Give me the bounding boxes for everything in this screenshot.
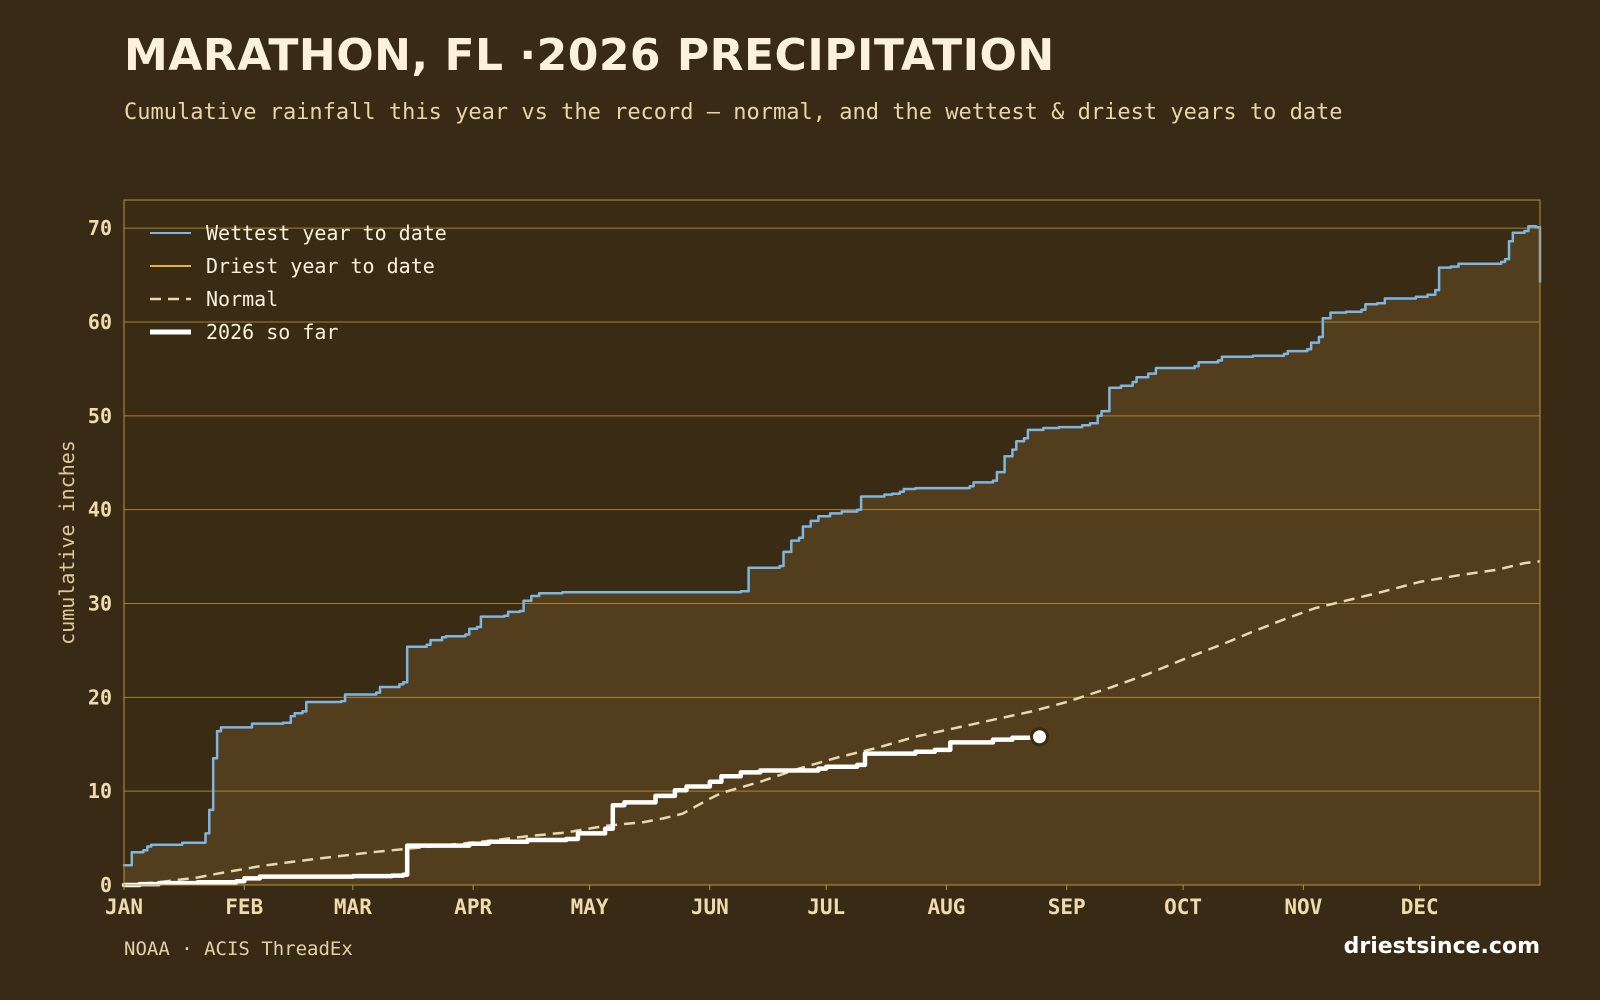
x-tick-label-sep: SEP: [1048, 895, 1086, 919]
x-tick-label-apr: APR: [454, 895, 492, 919]
y-axis-label: cumulative inches: [55, 440, 79, 645]
x-tick-label-feb: FEB: [225, 895, 263, 919]
y-tick-label-10: 10: [88, 779, 112, 803]
x-tick-label-aug: AUG: [927, 895, 965, 919]
wettest-year-to-date-area: [124, 226, 1540, 886]
chart-title: MARATHON, FL ·2026 PRECIPITATION: [124, 30, 1055, 81]
wettest-year-to-date-line: [122, 225, 1542, 867]
legend: Wettest year to date Driest year to date N…: [150, 221, 447, 344]
legend-label-2026-so-far: 2026 so far: [206, 320, 338, 344]
x-tick-label-mar: MAR: [334, 895, 372, 919]
2026-so-far-line: [121, 734, 1042, 888]
y-tick-label-0: 0: [100, 873, 112, 897]
x-tick-label-jan: JAN: [105, 895, 143, 919]
legend-label-normal: Normal: [206, 287, 278, 311]
y-tick-label-30: 30: [88, 591, 112, 615]
source-note: NOAA · ACIS ThreadEx: [124, 938, 353, 960]
y-tick-label-60: 60: [88, 310, 112, 334]
series-layer: [121, 225, 1542, 888]
legend-label-wettest-year-to-date: Wettest year to date: [206, 221, 447, 245]
chart-subtitle: Cumulative rainfall this year vs the rec…: [124, 100, 1343, 125]
legend-label-driest-year-to-date: Driest year to date: [206, 254, 435, 278]
axis-layer: 0 10 20 30 40 50 60 70 JAN FEB MAR APR MAY JUN JUL AUG S…: [88, 216, 1439, 919]
fill-layer: [124, 226, 1540, 886]
x-tick-label-jul: JUL: [807, 895, 845, 919]
current-value-marker: [1030, 727, 1050, 747]
x-tick-label-nov: NOV: [1284, 895, 1322, 919]
x-tick-label-jun: JUN: [691, 895, 729, 919]
plot-frame: [123, 199, 1541, 886]
site-brand[interactable]: driestsince.com: [1343, 934, 1540, 959]
x-tick-label-may: MAY: [571, 895, 609, 919]
y-tick-label-20: 20: [88, 685, 112, 709]
y-tick-label-40: 40: [88, 498, 112, 522]
y-tick-label-50: 50: [88, 404, 112, 428]
y-tick-label-70: 70: [88, 216, 112, 240]
x-tick-label-oct: OCT: [1164, 895, 1202, 919]
x-tick-label-dec: DEC: [1401, 895, 1439, 919]
